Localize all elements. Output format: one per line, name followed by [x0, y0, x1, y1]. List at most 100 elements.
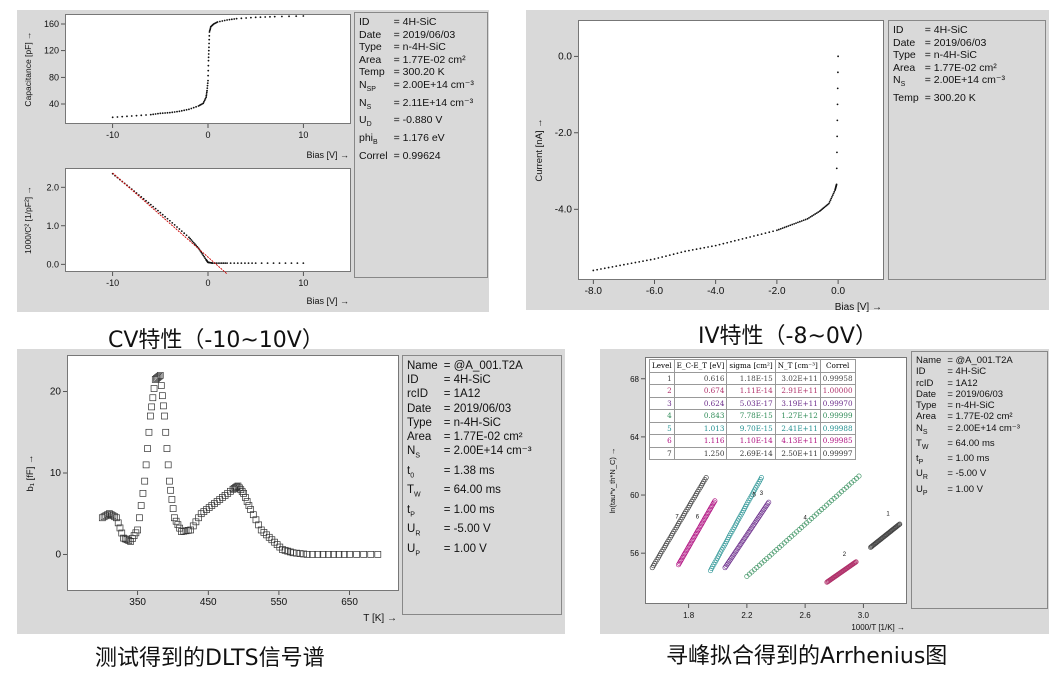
data-point	[116, 524, 124, 532]
dlts-info-value: = 4H-SiC	[443, 374, 491, 387]
data-point	[207, 79, 209, 82]
data-point	[835, 183, 838, 186]
data-point	[692, 532, 698, 538]
data-point	[704, 512, 710, 518]
data-point	[791, 223, 794, 226]
data-point	[211, 500, 218, 507]
arr-info-row: Date = 2019/06/03	[916, 389, 1020, 400]
dlts-info-key: ID	[407, 374, 419, 387]
dlts-info-value: = 1.00 V	[443, 542, 487, 555]
data-point	[684, 250, 686, 253]
level-table-row: 4 0.843 7.78E-15 1.27E+12 0.99999	[649, 409, 856, 423]
x-axis-label: Bias [V] →	[306, 150, 349, 160]
data-point	[836, 103, 839, 106]
dlts-chart: 0 10 20 350 450 550 650 T [K] → b₁ [fF] →	[25, 371, 397, 624]
data-point	[642, 260, 644, 263]
data-point	[837, 71, 839, 74]
data-point	[281, 546, 289, 554]
cv-info-value: = -0.880 V	[393, 114, 443, 127]
level-table-row: 6 1.116 1.10E-14 4.13E+11 0.99985	[649, 434, 856, 448]
data-point	[200, 508, 208, 516]
data-point	[768, 231, 771, 234]
level-table-cell: 1.10E-14	[726, 434, 776, 448]
dlts-info-row: rcID = 1A12	[407, 387, 532, 401]
data-point	[638, 260, 641, 263]
data-point	[130, 115, 133, 117]
data-point	[188, 236, 190, 239]
level-table-cell: 5	[649, 421, 675, 435]
fit-line	[112, 172, 228, 275]
data-point	[895, 522, 901, 528]
iv-info-value: = 1.77E-02 cm²	[924, 61, 997, 74]
x-tick-label: 2.2	[741, 611, 753, 620]
arr-info-key: Date	[916, 388, 937, 400]
data-point	[296, 262, 299, 265]
arr-info-row: Type = n-4H-SiC	[916, 400, 1020, 411]
data-point	[171, 221, 174, 224]
data-point	[268, 536, 276, 544]
level-table-row: 5 1.013 9.70E-15 2.41E+11 0.99988	[649, 421, 856, 435]
y-tick-label: 56	[630, 549, 639, 558]
iv-info-row: ID = 4H-SiC	[893, 24, 1005, 37]
data-point	[203, 100, 205, 103]
cv-info-value: = 1.77E-02 cm²	[393, 53, 466, 66]
data-point	[749, 236, 752, 238]
data-point	[279, 546, 286, 553]
data-point	[695, 248, 698, 251]
data-point	[166, 217, 169, 220]
data-point	[207, 56, 210, 59]
data-point	[139, 489, 147, 497]
y-tick-label: 1.0	[46, 221, 59, 231]
y-tick-label: 0	[55, 549, 61, 560]
iv-info-key: ID	[893, 24, 904, 36]
dlts-info-row: UR = -5.00 V	[407, 522, 532, 542]
data-point	[856, 473, 862, 479]
cv-info-row: phiB = 1.176 eV	[359, 132, 474, 150]
data-point	[255, 521, 262, 529]
arr-info-row: rcID = 1A12	[916, 378, 1020, 389]
data-point	[221, 20, 224, 22]
level-table-cell: 0.99958	[819, 371, 856, 385]
level-table-cell: 1.250	[673, 446, 728, 460]
y-tick-label: 160	[44, 19, 59, 29]
data-point	[102, 512, 110, 520]
data-point	[142, 197, 145, 200]
data-point	[688, 540, 694, 546]
data-point	[245, 17, 248, 19]
cv-info-key: NS	[359, 96, 372, 111]
data-point	[335, 551, 343, 558]
cv-info-value: = 0.99624	[393, 149, 441, 162]
data-point	[208, 46, 210, 49]
iv-info-row: Temp = 300.20 K	[893, 92, 1005, 105]
cv-info-row: Correl = 0.99624	[359, 150, 474, 163]
arr-info-key: rcID	[916, 377, 934, 389]
data-point	[135, 114, 138, 117]
data-point	[709, 504, 715, 510]
cv-capacitance-chart: 40 80 120 160 -10 0 10 Bias [V] → Capacitance [p…	[23, 15, 349, 160]
data-point	[797, 221, 799, 224]
data-point	[178, 110, 181, 113]
level-table-header: Level	[649, 359, 675, 373]
data-point	[203, 255, 206, 258]
data-point	[192, 106, 195, 109]
dlts-info-key: UP	[407, 542, 420, 558]
data-point	[224, 262, 227, 265]
data-point	[263, 531, 270, 539]
data-point	[691, 535, 697, 541]
data-point	[756, 234, 759, 236]
data-point	[684, 546, 690, 552]
x-tick-label: 650	[341, 597, 358, 608]
level-table-cell: 3.19E+11	[774, 396, 821, 410]
data-point	[676, 252, 679, 255]
cv-info-value: = 2019/06/03	[393, 28, 456, 41]
iv-info-row: Area = 1.77E-02 cm²	[893, 62, 1005, 75]
data-point	[626, 263, 629, 265]
data-point	[741, 237, 744, 240]
data-point	[688, 539, 694, 545]
level-table-cell: 7	[649, 446, 675, 460]
data-point	[164, 215, 166, 218]
data-point	[619, 264, 621, 267]
data-point	[145, 428, 153, 436]
data-point	[290, 262, 293, 265]
data-point	[815, 212, 818, 214]
